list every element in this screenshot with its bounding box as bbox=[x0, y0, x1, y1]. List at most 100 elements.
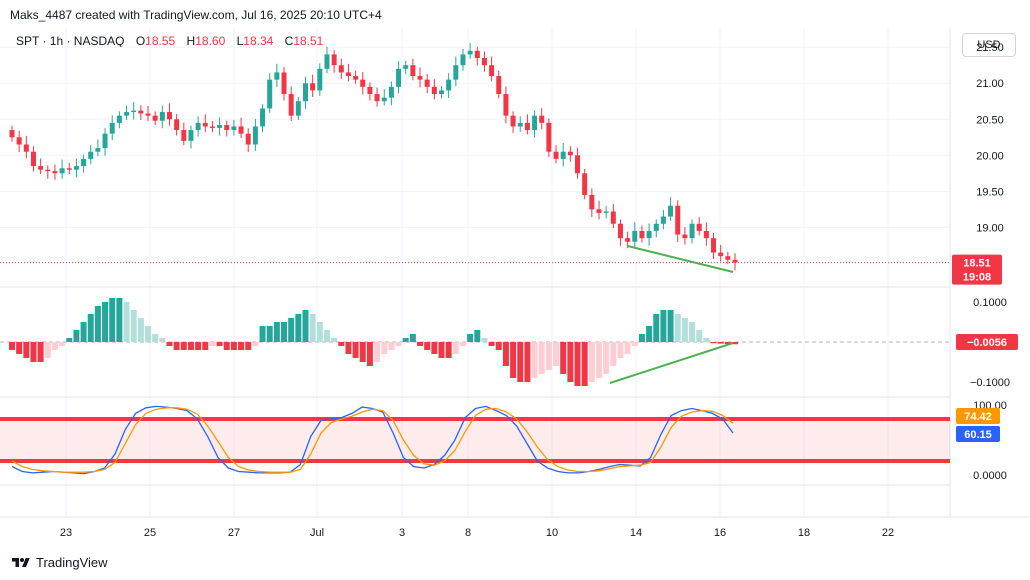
time-axis-label: 8 bbox=[465, 527, 471, 539]
macd-histogram-bar bbox=[560, 342, 567, 374]
candle-body bbox=[732, 259, 738, 263]
macd-histogram-bar bbox=[59, 342, 66, 346]
candle-body bbox=[360, 79, 366, 87]
candle-body bbox=[725, 256, 731, 260]
macd-histogram-bar bbox=[309, 314, 316, 342]
candle-body bbox=[274, 72, 280, 80]
stoch-axis-label: 0.0000 bbox=[973, 470, 1007, 482]
macd-histogram-bar bbox=[266, 326, 273, 342]
macd-histogram-bar bbox=[316, 322, 323, 342]
price-axis-label: 20.50 bbox=[976, 114, 1004, 126]
macd-histogram-bar bbox=[94, 306, 101, 342]
macd-histogram-bar bbox=[459, 342, 466, 346]
stoch-d-tag: 60.15 bbox=[964, 429, 992, 441]
candle-body bbox=[109, 122, 115, 134]
macd-histogram-bar bbox=[273, 322, 280, 342]
macd-histogram-bar bbox=[345, 342, 352, 354]
macd-histogram-bar bbox=[130, 310, 137, 342]
candle-body bbox=[711, 238, 717, 253]
macd-histogram-bar bbox=[724, 342, 731, 344]
macd-histogram-bar bbox=[238, 342, 245, 350]
macd-histogram-bar bbox=[481, 338, 488, 342]
macd-histogram-bar bbox=[381, 342, 388, 354]
candle-body bbox=[52, 171, 58, 174]
candle-body bbox=[231, 126, 237, 131]
macd-histogram-bar bbox=[452, 342, 459, 354]
macd-histogram-bar bbox=[209, 342, 216, 346]
macd-histogram-bar bbox=[674, 314, 681, 342]
macd-histogram-bar bbox=[395, 342, 402, 346]
candle-body bbox=[174, 119, 180, 131]
macd-pane[interactable] bbox=[0, 298, 950, 386]
stoch-d-line bbox=[11, 407, 734, 473]
open-label: O bbox=[135, 34, 146, 48]
candle-body bbox=[431, 86, 437, 95]
chart-grid bbox=[0, 28, 950, 517]
candle-body bbox=[446, 79, 452, 91]
candle-body bbox=[439, 90, 445, 95]
candle-body bbox=[553, 151, 559, 159]
time-axis-label: 25 bbox=[144, 527, 156, 539]
macd-histogram-bar bbox=[517, 342, 524, 382]
price-tag-bg bbox=[952, 254, 1002, 285]
candle-body bbox=[532, 115, 538, 131]
stochastic-pane[interactable] bbox=[0, 405, 950, 475]
candle-body bbox=[252, 126, 258, 145]
candle-body bbox=[481, 58, 487, 66]
macd-histogram-bar bbox=[374, 342, 381, 362]
macd-histogram-bar bbox=[302, 310, 309, 342]
candle-body bbox=[489, 65, 495, 77]
macd-histogram-bar bbox=[187, 342, 194, 350]
candle-body bbox=[610, 211, 616, 224]
currency-button[interactable]: USD bbox=[962, 33, 1016, 57]
macd-histogram-bar bbox=[703, 338, 710, 342]
macd-histogram-bar bbox=[252, 342, 259, 346]
macd-histogram-bar bbox=[581, 342, 588, 386]
macd-axis-label: 0.1000 bbox=[973, 297, 1007, 309]
macd-histogram-bar bbox=[638, 334, 645, 342]
macd-histogram-bar bbox=[202, 342, 209, 350]
macd-histogram-bar bbox=[223, 342, 230, 350]
macd-histogram-bar bbox=[109, 298, 116, 342]
candle-body bbox=[23, 144, 29, 152]
stoch-k-tag: 74.42 bbox=[964, 411, 992, 423]
candle-body bbox=[353, 76, 359, 80]
macd-histogram-bar bbox=[474, 330, 481, 342]
macd-histogram-bar bbox=[123, 302, 130, 342]
macd-histogram-bar bbox=[102, 302, 109, 342]
macd-histogram-bar bbox=[610, 342, 617, 366]
macd-histogram-bar bbox=[631, 342, 638, 346]
candle-body bbox=[474, 50, 480, 59]
candle-body bbox=[245, 133, 251, 145]
macd-histogram-bar bbox=[259, 326, 266, 342]
candle-body bbox=[195, 122, 201, 131]
macd-histogram-bar bbox=[545, 342, 552, 370]
macd-histogram-bar bbox=[288, 318, 295, 342]
macd-histogram-bar bbox=[281, 322, 288, 342]
symbol-name[interactable]: SPT · 1h · NASDAQ bbox=[16, 34, 125, 48]
time-axis-label: 16 bbox=[714, 527, 726, 539]
candle-body bbox=[467, 50, 473, 55]
macd-histogram-bar bbox=[574, 342, 581, 386]
candle-body bbox=[388, 86, 394, 98]
candle-body bbox=[589, 194, 595, 210]
macd-histogram-bar bbox=[567, 342, 574, 382]
macd-histogram-bar bbox=[195, 342, 202, 350]
tradingview-footer: TradingView bbox=[10, 555, 108, 570]
macd-histogram-bar bbox=[44, 342, 51, 358]
macd-histogram-bar bbox=[87, 314, 94, 342]
candle-body bbox=[138, 110, 144, 114]
candle-body bbox=[217, 125, 223, 128]
candle-body bbox=[188, 130, 194, 141]
macd-histogram-bar bbox=[510, 342, 517, 378]
price-pane[interactable] bbox=[0, 43, 950, 274]
price-axis-label: 19.00 bbox=[976, 222, 1004, 234]
candle-body bbox=[567, 151, 573, 156]
macd-histogram-bar bbox=[588, 342, 595, 382]
candle-body bbox=[682, 234, 688, 239]
candle-body bbox=[675, 205, 681, 235]
time-axis-label: Jul bbox=[310, 527, 324, 539]
macd-histogram-bar bbox=[295, 314, 302, 342]
time-axis-label: 27 bbox=[228, 527, 240, 539]
